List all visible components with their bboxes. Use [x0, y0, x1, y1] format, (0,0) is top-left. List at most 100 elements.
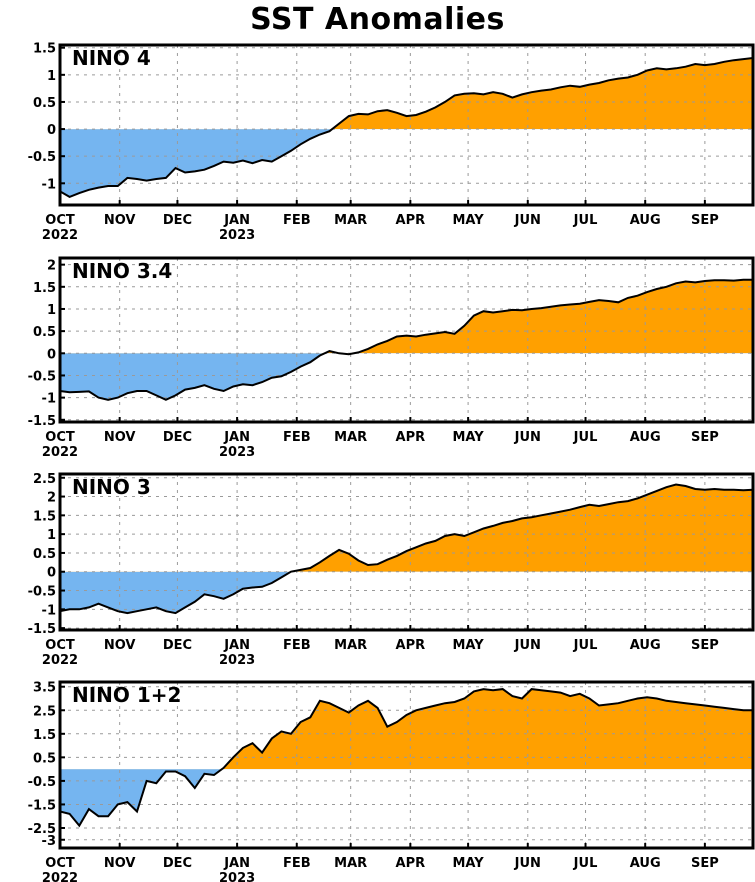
- y-tick-label: 0.5: [33, 547, 56, 562]
- x-tick-label: MAY: [453, 213, 485, 228]
- x-tick-label: MAY: [453, 856, 485, 871]
- y-tick-label: -0.5: [28, 150, 56, 165]
- x-tick-label: DEC: [163, 638, 192, 653]
- positive-anomaly-area: [60, 484, 753, 572]
- x-tick-label: APR: [396, 213, 426, 228]
- y-tick-label: 0.5: [33, 751, 56, 766]
- x-tick-label: FEB: [283, 430, 311, 445]
- y-tick-label: 2: [47, 491, 56, 506]
- panel-title: NINO 3.4: [72, 259, 172, 283]
- page-title: SST Anomalies: [250, 2, 505, 37]
- y-tick-label: 1: [47, 69, 56, 84]
- year-label: 2022: [42, 653, 78, 668]
- chart-panel: -1.5 -1 -0.5 0 0.5 1 1.5 2 OCT NOV DEC JAN FEB MAR APR…: [28, 256, 755, 460]
- panel-title: NINO 3: [72, 475, 151, 499]
- x-tick-label: AUG: [630, 856, 661, 871]
- y-tick-label: 2.5: [33, 472, 56, 487]
- year-label: 2022: [42, 228, 78, 243]
- y-tick-label: 1: [47, 303, 56, 318]
- anomaly-series-line: [60, 688, 753, 828]
- positive-anomaly-area: [60, 689, 753, 770]
- y-tick-label: -1: [42, 177, 56, 192]
- x-tick-label: JUL: [573, 430, 598, 445]
- plot-frame: [58, 256, 755, 424]
- y-tick-label: -2.5: [28, 822, 56, 837]
- y-tick-label: 1.5: [33, 42, 56, 57]
- x-tick-label: FEB: [283, 213, 311, 228]
- x-tick-label: MAY: [453, 638, 485, 653]
- x-tick-label: FEB: [283, 856, 311, 871]
- y-tick-label: 1.5: [33, 728, 56, 743]
- panel-title: NINO 4: [72, 46, 151, 70]
- x-tick-label: JUL: [573, 856, 598, 871]
- x-tick-label: JAN: [223, 638, 250, 653]
- year-label: 2023: [219, 445, 255, 460]
- x-tick-label: JUN: [514, 213, 541, 228]
- y-tick-label: -0.5: [28, 585, 56, 600]
- y-tick-label: 1: [47, 528, 56, 543]
- x-tick-label: SEP: [691, 638, 719, 653]
- x-tick-label: OCT: [45, 213, 75, 228]
- x-tick-label: NOV: [104, 430, 136, 445]
- x-tick-label: OCT: [45, 856, 75, 871]
- x-tick-label: APR: [396, 856, 426, 871]
- y-tick-label: 2.5: [33, 704, 56, 719]
- y-tick-label: -0.5: [28, 369, 56, 384]
- y-tick-label: -3: [42, 834, 56, 849]
- x-tick-label: MAR: [334, 856, 367, 871]
- plot-frame: [58, 43, 755, 207]
- y-tick-label: -1: [42, 603, 56, 618]
- x-tick-label: JAN: [223, 430, 250, 445]
- year-label: 2022: [42, 871, 78, 882]
- year-label: 2023: [219, 871, 255, 882]
- negative-anomaly-area: [60, 353, 753, 400]
- year-label: 2023: [219, 228, 255, 243]
- x-tick-label: JUN: [514, 638, 541, 653]
- x-tick-label: SEP: [691, 213, 719, 228]
- x-tick-label: JUN: [514, 430, 541, 445]
- x-tick-label: JAN: [223, 213, 250, 228]
- y-tick-label: -1.5: [28, 414, 56, 429]
- y-tick-label: 2: [47, 259, 56, 274]
- y-tick-label: -1: [42, 392, 56, 407]
- negative-anomaly-area: [60, 571, 291, 614]
- y-tick-label: 0: [47, 347, 56, 362]
- x-tick-label: AUG: [630, 430, 661, 445]
- x-tick-label: DEC: [163, 856, 192, 871]
- y-tick-label: 1.5: [33, 509, 56, 524]
- x-tick-label: MAR: [334, 430, 367, 445]
- negative-anomaly-area: [60, 129, 753, 197]
- y-tick-label: 0: [47, 123, 56, 138]
- x-tick-label: SEP: [691, 856, 719, 871]
- x-tick-label: AUG: [630, 638, 661, 653]
- x-tick-label: MAY: [453, 430, 485, 445]
- year-label: 2023: [219, 653, 255, 668]
- y-tick-label: 0: [47, 566, 56, 581]
- x-tick-label: SEP: [691, 430, 719, 445]
- panel-title: NINO 1+2: [72, 683, 181, 707]
- y-tick-label: 0.5: [33, 325, 56, 340]
- x-tick-label: OCT: [45, 430, 75, 445]
- x-tick-label: OCT: [45, 638, 75, 653]
- x-tick-label: APR: [396, 638, 426, 653]
- positive-anomaly-area: [332, 58, 753, 130]
- y-tick-label: 1.5: [33, 281, 56, 296]
- chart-panel: -1.5 -1 -0.5 0 0.5 1 1.5 2 2.5 OCT NOV DEC JAN FEB MAR…: [28, 472, 755, 668]
- anomaly-series-line: [60, 278, 753, 401]
- chart-panel: -3-2.5 -1.5 -0.5 0.5 1.5 2.5 3.5 OCT NOV DEC JAN FE…: [28, 680, 755, 882]
- x-tick-label: NOV: [104, 856, 136, 871]
- x-tick-label: MAR: [334, 213, 367, 228]
- anomaly-series-line: [60, 483, 753, 615]
- x-tick-label: DEC: [163, 430, 192, 445]
- x-tick-label: DEC: [163, 213, 192, 228]
- y-tick-label: -0.5: [28, 775, 56, 790]
- y-tick-label: -1.5: [28, 798, 56, 813]
- x-tick-label: APR: [396, 430, 426, 445]
- x-tick-label: NOV: [104, 638, 136, 653]
- x-tick-label: JAN: [223, 856, 250, 871]
- y-tick-label: 3.5: [33, 681, 56, 696]
- x-tick-label: JUL: [573, 213, 598, 228]
- x-tick-label: NOV: [104, 213, 136, 228]
- x-tick-label: FEB: [283, 638, 311, 653]
